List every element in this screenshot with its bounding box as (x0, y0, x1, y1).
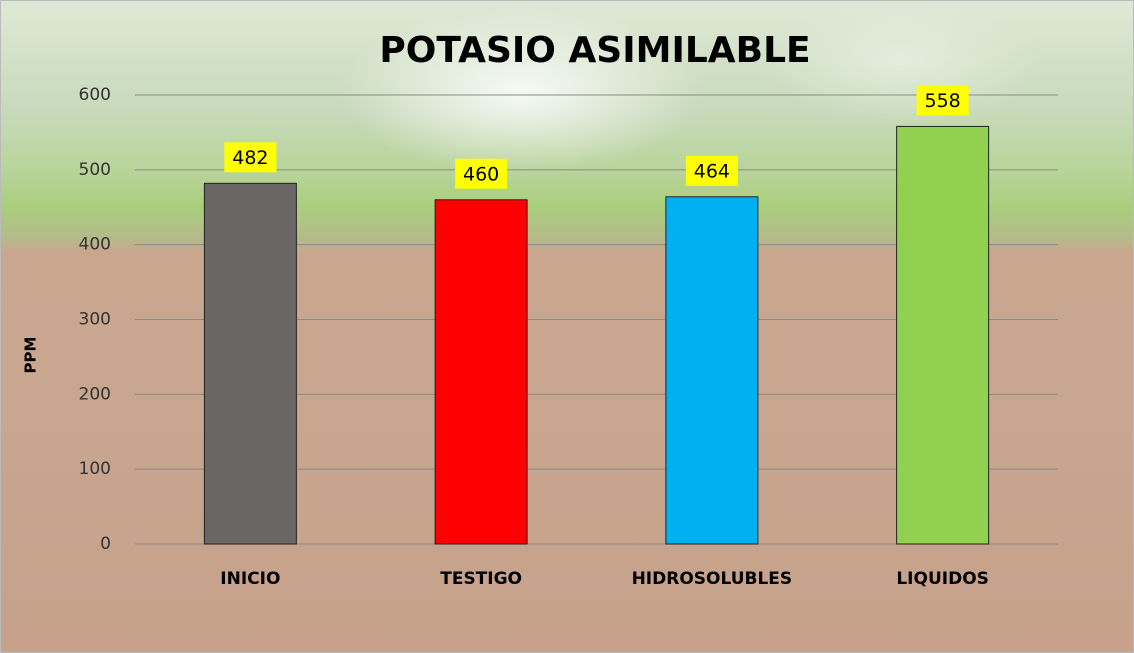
chart-title: POTASIO ASIMILABLE (379, 30, 810, 71)
data-label: 558 (924, 90, 960, 112)
y-tick-label: 100 (79, 459, 111, 479)
y-tick-label: 300 (79, 310, 111, 330)
x-tick-label: LIQUIDOS (896, 569, 989, 589)
x-tick-label: HIDROSOLUBLES (632, 569, 793, 589)
bar (203, 182, 297, 545)
data-label: 464 (694, 160, 730, 182)
y-tick-label: 400 (79, 235, 111, 255)
y-axis-label: PPM (22, 337, 40, 374)
data-label: 482 (232, 147, 268, 169)
data-label: 460 (463, 163, 499, 185)
x-tick-label: TESTIGO (440, 569, 522, 589)
y-tick-label: 600 (79, 85, 111, 105)
data-label-box (685, 155, 738, 186)
bar (896, 125, 990, 545)
data-label-box (455, 158, 508, 189)
data-label-box (224, 142, 277, 173)
bar (665, 196, 759, 545)
y-tick-label: 0 (100, 534, 111, 554)
bar (434, 199, 528, 545)
y-tick-label: 500 (79, 160, 111, 180)
data-label-box (916, 85, 969, 116)
y-tick-label: 200 (79, 384, 111, 404)
x-tick-label: INICIO (220, 569, 280, 589)
